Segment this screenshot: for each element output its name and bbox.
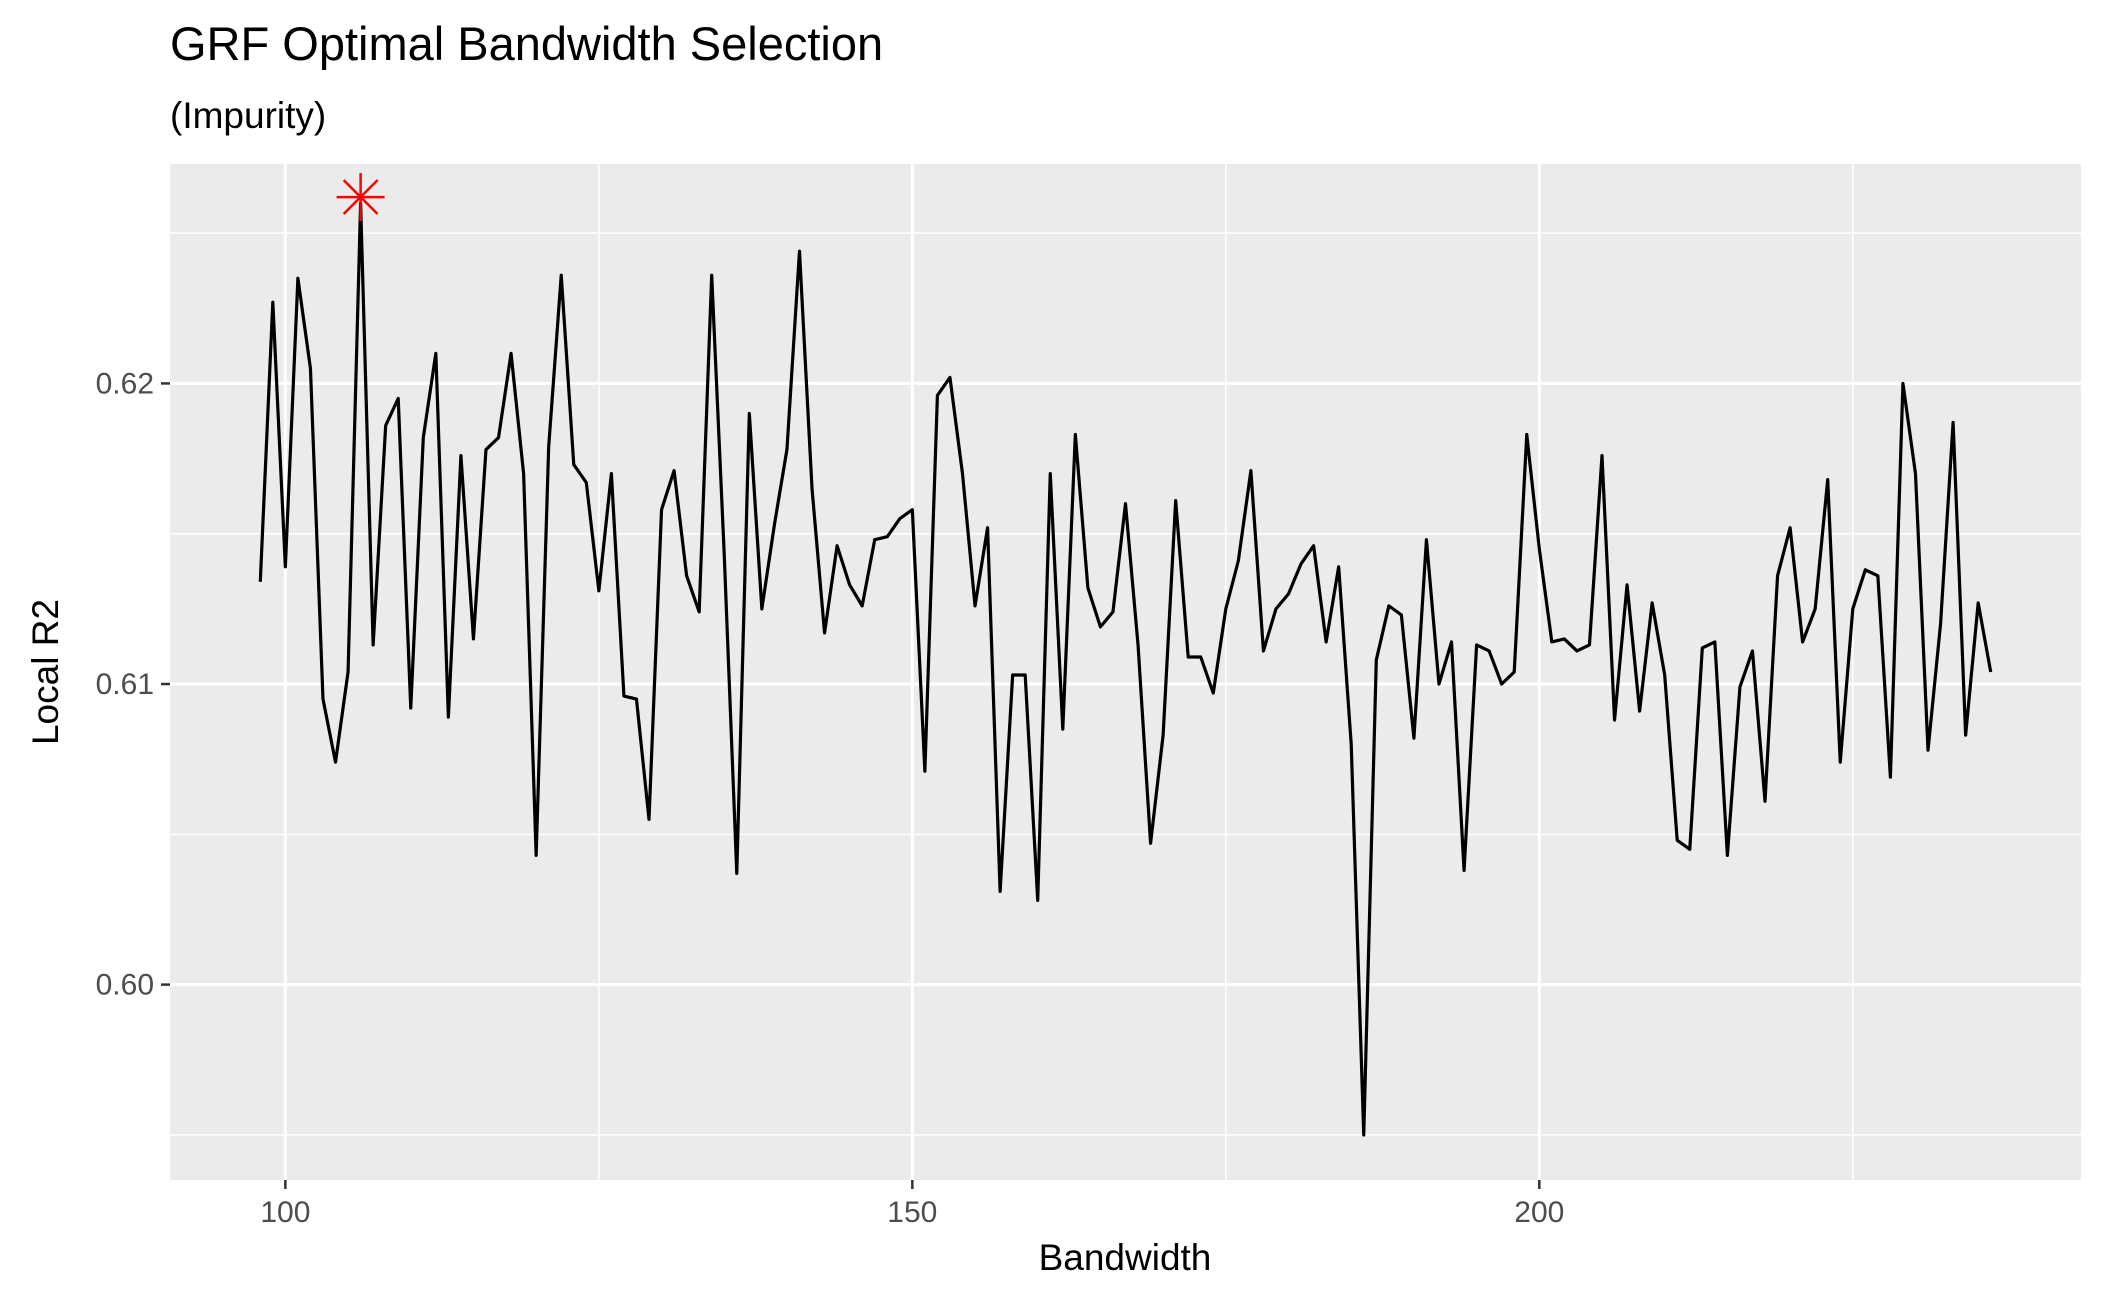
minor-gridlines — [170, 164, 2081, 1180]
chart-subtitle: (Impurity) — [170, 95, 326, 136]
optimum-marker-layer — [336, 173, 385, 222]
y-tick-label: 0.62 — [96, 367, 154, 400]
x-tick-label: 150 — [887, 1196, 937, 1229]
x-tick-label: 200 — [1514, 1196, 1564, 1229]
x-axis: 100 150 200 — [260, 1180, 1564, 1229]
y-axis-title: Local R2 — [25, 599, 66, 745]
plot-panel — [170, 164, 2081, 1180]
y-axis: 0.60 0.61 0.62 — [96, 367, 170, 1002]
y-tick-label: 0.60 — [96, 969, 154, 1002]
y-tick-label: 0.61 — [96, 668, 154, 701]
major-gridlines — [170, 164, 2081, 1180]
x-axis-title: Bandwidth — [1039, 1237, 1212, 1278]
local-r2-line — [258, 201, 1993, 1137]
series-layer — [258, 201, 1993, 1137]
chart-title: GRF Optimal Bandwidth Selection — [170, 17, 883, 70]
optimum-asterisk-marker — [336, 173, 385, 222]
x-tick-label: 100 — [260, 1196, 310, 1229]
